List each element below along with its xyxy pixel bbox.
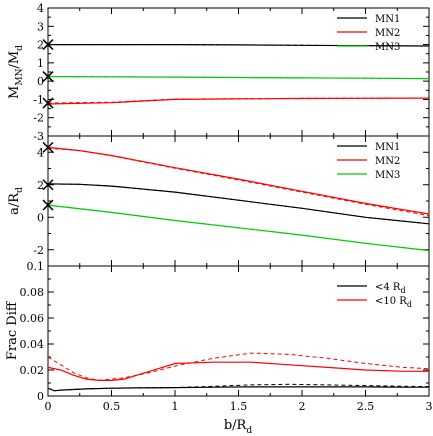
legend-label-1: MN2 bbox=[375, 156, 400, 167]
x-marker-2 bbox=[42, 199, 54, 211]
panel-fracdiff-ylabel: Frac Diff bbox=[5, 300, 20, 360]
legend-label-2: MN3 bbox=[375, 42, 400, 53]
panel-scale-legend: MN1 MN2 MN3 bbox=[337, 142, 400, 181]
y-tick-label: 2 bbox=[37, 179, 44, 192]
series-line-1 bbox=[47, 361, 429, 381]
x-marker-0 bbox=[42, 39, 54, 51]
series-dashed-1 bbox=[47, 97, 430, 104]
y-tick-label: 0.04 bbox=[20, 338, 45, 351]
panel-mass-axes: -3 -2 -1 0 1 2 3 4 bbox=[33, 2, 430, 143]
y-tick-label: 0 bbox=[37, 75, 44, 88]
y-tick-label: 0 bbox=[37, 390, 44, 403]
legend-label-1: MN2 bbox=[375, 28, 400, 39]
panel-fracdiff-legend: <4 Rd<10 Rd bbox=[337, 282, 412, 309]
x-marker-1 bbox=[42, 179, 54, 191]
series-dashed-2 bbox=[47, 76, 430, 80]
panel-mass-series bbox=[42, 39, 430, 109]
x-axis-label: b/Rd bbox=[224, 418, 253, 436]
legend-label-0: MN1 bbox=[375, 142, 400, 153]
x-tick-label: 0.5 bbox=[103, 400, 121, 413]
series-dashed-2 bbox=[47, 204, 430, 252]
panel-mass-frame bbox=[47, 7, 430, 137]
x-tick-label: 3 bbox=[426, 400, 433, 413]
series-dashed-0 bbox=[47, 383, 430, 392]
panel-scale: -2 0 2 4 MN1 MN2 MN3 a/Rd bbox=[7, 135, 430, 267]
y-tick-label: 2 bbox=[37, 39, 44, 52]
x-tick-label: 2.5 bbox=[357, 400, 375, 413]
legend-label-1: <10 Rd bbox=[375, 296, 412, 309]
x-marker-2 bbox=[42, 97, 54, 109]
panel-scale-frame bbox=[47, 135, 430, 267]
panel-mass-ylabel: MMN/Md bbox=[7, 45, 25, 99]
series-line-1 bbox=[47, 146, 430, 215]
y-tick-label: 0 bbox=[37, 211, 44, 224]
x-marker-1 bbox=[42, 71, 54, 83]
x-tick-label: 1.5 bbox=[230, 400, 248, 413]
series-dashed-1 bbox=[47, 147, 430, 217]
panel-scale-axes: -2 0 2 4 bbox=[33, 136, 430, 266]
y-tick-label: 3 bbox=[37, 20, 44, 33]
legend-label-2: MN3 bbox=[375, 170, 400, 181]
y-tick-label: 0.06 bbox=[20, 312, 45, 325]
panel-mass: -3 -2 -1 0 1 2 3 4 MN1 MN2 MN3 MMN/Md bbox=[7, 2, 430, 143]
panel-fracdiff-series bbox=[47, 352, 430, 392]
y-tick-label: 0.1 bbox=[27, 260, 45, 273]
legend-label-0: MN1 bbox=[375, 14, 400, 25]
series-dashed-0 bbox=[47, 183, 430, 225]
panel-fracdiff-frame bbox=[47, 265, 430, 397]
series-dashed-0 bbox=[48, 44, 430, 47]
panel-scale-ylabel: a/Rd bbox=[7, 187, 25, 215]
x-tick-label: 1 bbox=[172, 400, 179, 413]
series-dashed-1 bbox=[47, 352, 430, 381]
panel-fracdiff: 0 0.02 0.04 0.06 0.08 0.1 0 0.5 1 1.5 2 2.5 3 <4 Rd<… bbox=[5, 260, 433, 436]
y-tick-label: -2 bbox=[33, 112, 44, 125]
y-tick-label: 0.02 bbox=[20, 364, 45, 377]
y-tick-label: -2 bbox=[33, 244, 44, 257]
y-tick-label: 4 bbox=[37, 2, 44, 15]
y-tick-label: -3 bbox=[33, 130, 44, 143]
y-tick-label: -1 bbox=[33, 93, 44, 106]
x-tick-label: 0 bbox=[45, 400, 52, 413]
x-tick-label: 2 bbox=[299, 400, 306, 413]
x-marker-0 bbox=[42, 141, 54, 153]
panel-fracdiff-axes: 0 0.02 0.04 0.06 0.08 0.1 0 0.5 1 1.5 2 2.5 3 bbox=[20, 260, 433, 413]
legend-label-0: <4 Rd bbox=[375, 282, 406, 295]
y-tick-label: 0.08 bbox=[20, 286, 45, 299]
panel-mass-legend: MN1 MN2 MN3 bbox=[337, 14, 400, 53]
panel-scale-series bbox=[42, 141, 430, 252]
y-tick-label: 1 bbox=[37, 57, 44, 70]
y-tick-label: 4 bbox=[37, 146, 44, 159]
